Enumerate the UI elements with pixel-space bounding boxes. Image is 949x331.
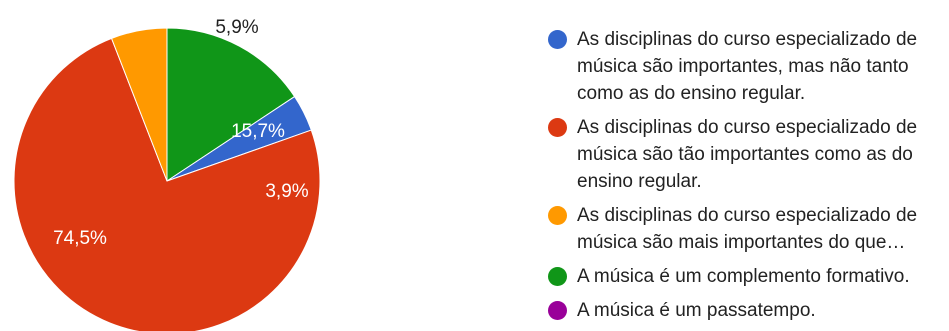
legend-swatch-1 <box>548 30 567 49</box>
legend-swatch-3 <box>548 206 567 225</box>
legend-item-5[interactable]: A música é um passatempo. <box>548 297 948 324</box>
pie-slice-2 <box>13 37 321 331</box>
legend-label-1: As disciplinas do curso especializado de… <box>577 29 918 104</box>
legend-item-3[interactable]: As disciplinas do curso especializado de… <box>548 202 948 256</box>
pie-slice-4 <box>166 27 296 182</box>
pie-labels: 3,9% 74,5% 5,9% 15,7% <box>53 17 309 249</box>
legend-swatch-4 <box>548 267 567 286</box>
legend-label-2: As disciplinas do curso especializado de… <box>577 117 918 192</box>
slice-label-4: 15,7% <box>231 121 285 142</box>
legend-item-2[interactable]: As disciplinas do curso especializado de… <box>548 114 948 195</box>
legend-swatch-5 <box>548 301 567 320</box>
slice-label-2: 74,5% <box>53 228 107 249</box>
legend-item-1[interactable]: As disciplinas do curso especializado de… <box>548 26 948 107</box>
pie-slice-3 <box>110 27 168 182</box>
slice-label-1: 3,9% <box>265 181 308 202</box>
pie-chart: 3,9% 74,5% 5,9% 15,7% <box>13 17 321 331</box>
legend-label-3: As disciplinas do curso especializado de… <box>577 205 918 253</box>
legend-item-4[interactable]: A música é um complemento formativo. <box>548 263 948 290</box>
legend-label-4: A música é um complemento formativo. <box>577 266 910 287</box>
legend-label-5: A música é um passatempo. <box>577 300 816 321</box>
pie-slices <box>13 27 321 331</box>
legend-swatch-2 <box>548 118 567 137</box>
slice-label-3: 5,9% <box>215 17 258 38</box>
legend: As disciplinas do curso especializado de… <box>548 26 948 331</box>
